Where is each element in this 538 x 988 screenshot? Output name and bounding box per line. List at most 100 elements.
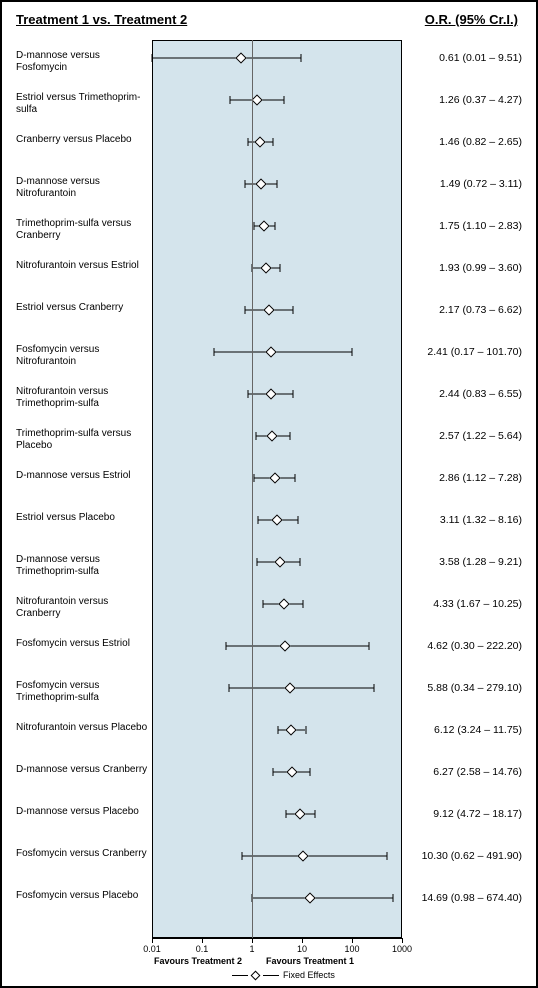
row-label: D-mannose versusTrimethoprim-sulfa [16,554,100,578]
axis-label-left: Favours Treatment 2 [154,956,242,966]
row-label: Fosfomycin versusTrimethoprim-sulfa [16,680,99,704]
row-value: 4.62 (0.30 – 222.20) [427,640,522,652]
header-right: O.R. (95% Cr.I.) [425,12,518,27]
ci-cap [393,894,394,902]
row-label: Nitrofurantoin versus Cranberry [16,596,148,620]
header-left: Treatment 1 vs. Treatment 2 [16,12,187,27]
row-value: 1.93 (0.99 – 3.60) [439,262,522,274]
ci-cap [152,54,153,62]
ci-cap [254,474,255,482]
row-label: Nitrofurantoin versus Placebo [16,722,147,734]
row-value: 2.57 (1.22 – 5.64) [439,430,522,442]
row-value: 1.75 (1.10 – 2.83) [439,220,522,232]
ci-cap [230,96,231,104]
tick-label: 10 [297,944,307,954]
ci-cap [300,558,301,566]
ci-cap [213,348,214,356]
ci-cap [256,432,257,440]
row-label: D-mannose versus Fosfomycin [16,50,148,74]
ci-cap [369,642,370,650]
ci-cap [293,306,294,314]
ci-cap [289,432,290,440]
row-value: 4.33 (1.67 – 10.25) [433,598,522,610]
row-label: Nitrofurantoin versusTrimethoprim-sulfa [16,386,108,410]
ci-cap [277,726,278,734]
row-label: Estriol versus Trimethoprim-sulfa [16,92,148,116]
ci-cap [247,138,248,146]
ci-cap [352,348,353,356]
ci-cap [258,516,259,524]
tick-label: 100 [344,944,359,954]
forest-plot-area [152,40,402,938]
row-label: Trimethoprim-sulfa versusCranberry [16,218,131,242]
ci-cap [314,810,315,818]
ci-cap [247,390,248,398]
row-label: Fosfomycin versus Estriol [16,638,130,650]
ci-cap [292,390,293,398]
ci-whisker [229,688,375,689]
row-label: Fosfomycin versus Cranberry [16,848,147,860]
ci-cap [272,768,273,776]
row-label: Trimethoprim-sulfa versusPlacebo [16,428,131,452]
tick-label: 0.1 [196,944,209,954]
ci-whisker [226,646,369,647]
row-label: Fosfomycin versusNitrofurantoin [16,344,99,368]
ci-cap [302,600,303,608]
row-value: 6.12 (3.24 – 11.75) [434,724,522,736]
ci-cap [295,474,296,482]
row-value: 10.30 (0.62 – 491.90) [422,850,522,862]
ci-cap [241,852,242,860]
ci-whisker [214,352,353,353]
axis-label-right: Favours Treatment 1 [266,956,354,966]
ci-cap [310,768,311,776]
row-value: 3.11 (1.32 – 8.16) [440,514,522,526]
row-value: 5.88 (0.34 – 279.10) [427,682,522,694]
ci-cap [257,558,258,566]
row-label: Estriol versus Placebo [16,512,115,524]
row-label: D-mannose versus Estriol [16,470,130,482]
row-value: 2.17 (0.73 – 6.62) [439,304,522,316]
row-label: D-mannose versusNitrofurantoin [16,176,100,200]
row-value: 2.44 (0.83 – 6.55) [439,388,522,400]
row-value: 1.26 (0.37 – 4.27) [439,94,522,106]
row-value: 2.86 (1.12 – 7.28) [439,472,522,484]
ci-cap [244,180,245,188]
ci-cap [245,306,246,314]
row-value: 3.58 (1.28 – 9.21) [439,556,522,568]
ci-cap [283,96,284,104]
ci-cap [285,810,286,818]
row-value: 1.49 (0.72 – 3.11) [440,178,522,190]
ci-whisker [252,898,394,899]
row-label: Cranberry versus Placebo [16,134,132,146]
ci-cap [228,684,229,692]
row-value: 0.61 (0.01 – 9.51) [439,52,522,64]
row-value: 6.27 (2.58 – 14.76) [433,766,522,778]
ci-cap [276,180,277,188]
tick-label: 0.01 [143,944,161,954]
row-value: 2.41 (0.17 – 101.70) [427,346,522,358]
legend: Fixed Effects [232,970,335,980]
ci-cap [273,138,274,146]
ci-cap [279,264,280,272]
row-label: Estriol versus Cranberry [16,302,123,314]
ci-cap [305,726,306,734]
row-value: 9.12 (4.72 – 18.17) [433,808,522,820]
row-value: 1.46 (0.82 – 2.65) [439,136,522,148]
ci-cap [254,222,255,230]
tick-label: 1000 [392,944,412,954]
ci-cap [374,684,375,692]
ci-cap [274,222,275,230]
ci-cap [263,600,264,608]
row-value: 14.69 (0.98 – 674.40) [422,892,522,904]
ci-cap [297,516,298,524]
row-label: D-mannose versus Placebo [16,806,139,818]
row-label: Fosfomycin versus Placebo [16,890,138,902]
ci-whisker [242,856,387,857]
row-label: D-mannose versus Cranberry [16,764,147,776]
ci-whisker [152,58,301,59]
ci-cap [300,54,301,62]
ci-cap [386,852,387,860]
ci-cap [225,642,226,650]
tick-label: 1 [249,944,254,954]
row-label: Nitrofurantoin versus Estriol [16,260,139,272]
